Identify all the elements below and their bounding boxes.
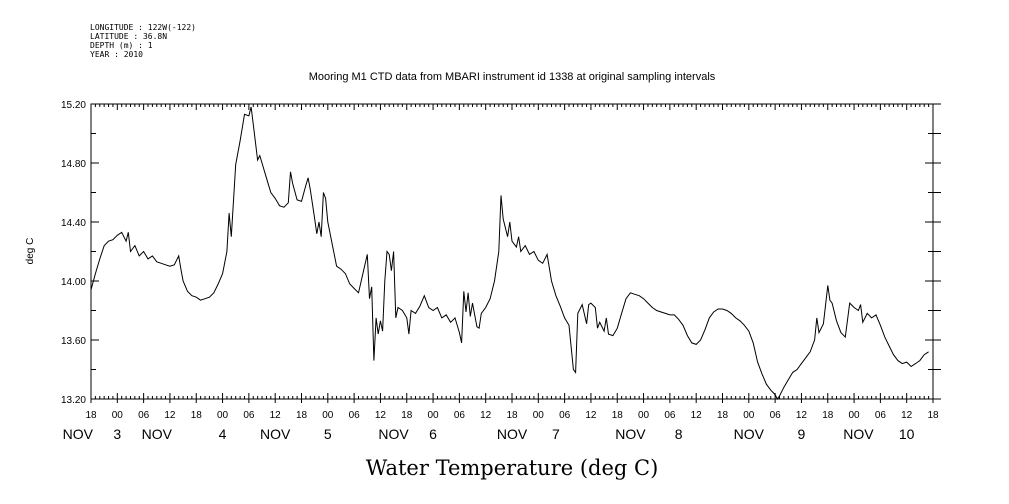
y-tick-label: 14.00 xyxy=(61,277,86,288)
longitude-label: LONGITUDE : 122W(-122) xyxy=(90,23,196,32)
x-tick-label: 06 xyxy=(243,410,255,421)
x-tick-label: 00 xyxy=(638,410,650,421)
chart-title: Mooring M1 CTD data from MBARI instrumen… xyxy=(309,71,716,83)
x-day-label: 4 xyxy=(219,426,227,442)
x-tick-label: 18 xyxy=(401,410,413,421)
x-tick-label: 06 xyxy=(454,410,466,421)
x-day-label: NOV xyxy=(615,426,646,442)
x-tick-label: 12 xyxy=(164,410,176,421)
y-axis-label: deg C xyxy=(25,238,36,265)
x-tick-label: 12 xyxy=(691,410,703,421)
x-day-label: 7 xyxy=(552,426,560,442)
x-day-label: NOV xyxy=(734,426,765,442)
x-tick-label: 06 xyxy=(559,410,571,421)
x-day-label: NOV xyxy=(497,426,528,442)
x-tick-label: 18 xyxy=(717,410,729,421)
x-tick-label: 12 xyxy=(585,410,597,421)
x-tick-label: 18 xyxy=(85,410,97,421)
x-tick-label: 00 xyxy=(743,410,755,421)
x-day-label: NOV xyxy=(378,426,409,442)
x-tick-labels: 18 00 06 12 18 00 06 12 18 00 06 12 18 00 06 12 18 00 06 12… xyxy=(85,410,939,421)
x-day-label: 3 xyxy=(113,426,121,442)
x-tick-label: 00 xyxy=(428,410,440,421)
x-tick-label: 00 xyxy=(849,410,861,421)
x-tick-label: 00 xyxy=(322,410,334,421)
x-tick-label: 12 xyxy=(480,410,492,421)
x-tick-label: 00 xyxy=(217,410,229,421)
x-tick-label: 00 xyxy=(533,410,545,421)
x-tick-label: 06 xyxy=(875,410,887,421)
year-label: YEAR : 2010 xyxy=(90,50,143,59)
x-day-label: NOV xyxy=(63,426,94,442)
x-tick-label: 06 xyxy=(770,410,782,421)
x-tick-label: 06 xyxy=(664,410,676,421)
x-day-label: 6 xyxy=(429,426,437,442)
y-tick-label: 14.80 xyxy=(61,159,86,170)
x-axis-title: Water Temperature (deg C) xyxy=(366,456,659,480)
x-day-label: NOV xyxy=(142,426,173,442)
x-tick-label: 18 xyxy=(506,410,518,421)
latitude-label: LATITUDE : 36.8N xyxy=(90,32,167,41)
depth-label: DEPTH (m) : 1 xyxy=(90,41,153,50)
x-day-label: 9 xyxy=(798,426,806,442)
x-tick-label: 18 xyxy=(822,410,834,421)
x-day-label: NOV xyxy=(260,426,291,442)
axis-ticks xyxy=(90,103,941,403)
x-tick-label: 12 xyxy=(375,410,387,421)
x-tick-label: 18 xyxy=(296,410,308,421)
y-tick-labels: 13.20 13.60 14.00 14.40 14.80 15.20 xyxy=(61,100,86,406)
x-day-label: 5 xyxy=(324,426,332,442)
x-day-label: 10 xyxy=(899,426,915,442)
x-day-labels: NOV 3 NOV 4 NOV 5 NOV 6 NOV 7 NOV 8 NOV 9 NOV 10 xyxy=(63,426,915,442)
plot-frame xyxy=(90,103,934,400)
series-line xyxy=(90,106,929,400)
x-tick-label: 06 xyxy=(138,410,150,421)
x-tick-label: 18 xyxy=(612,410,624,421)
x-tick-label: 06 xyxy=(349,410,361,421)
x-tick-label: 18 xyxy=(191,410,203,421)
x-tick-label: 18 xyxy=(927,410,939,421)
x-tick-label: 00 xyxy=(112,410,124,421)
y-tick-label: 15.20 xyxy=(61,100,86,111)
x-tick-label: 12 xyxy=(901,410,913,421)
x-day-label: NOV xyxy=(843,426,874,442)
y-tick-label: 14.40 xyxy=(61,218,86,229)
x-tick-label: 12 xyxy=(270,410,282,421)
y-tick-label: 13.60 xyxy=(61,336,86,347)
y-tick-label: 13.20 xyxy=(61,395,86,406)
x-tick-label: 12 xyxy=(796,410,808,421)
x-day-label: 8 xyxy=(675,426,683,442)
